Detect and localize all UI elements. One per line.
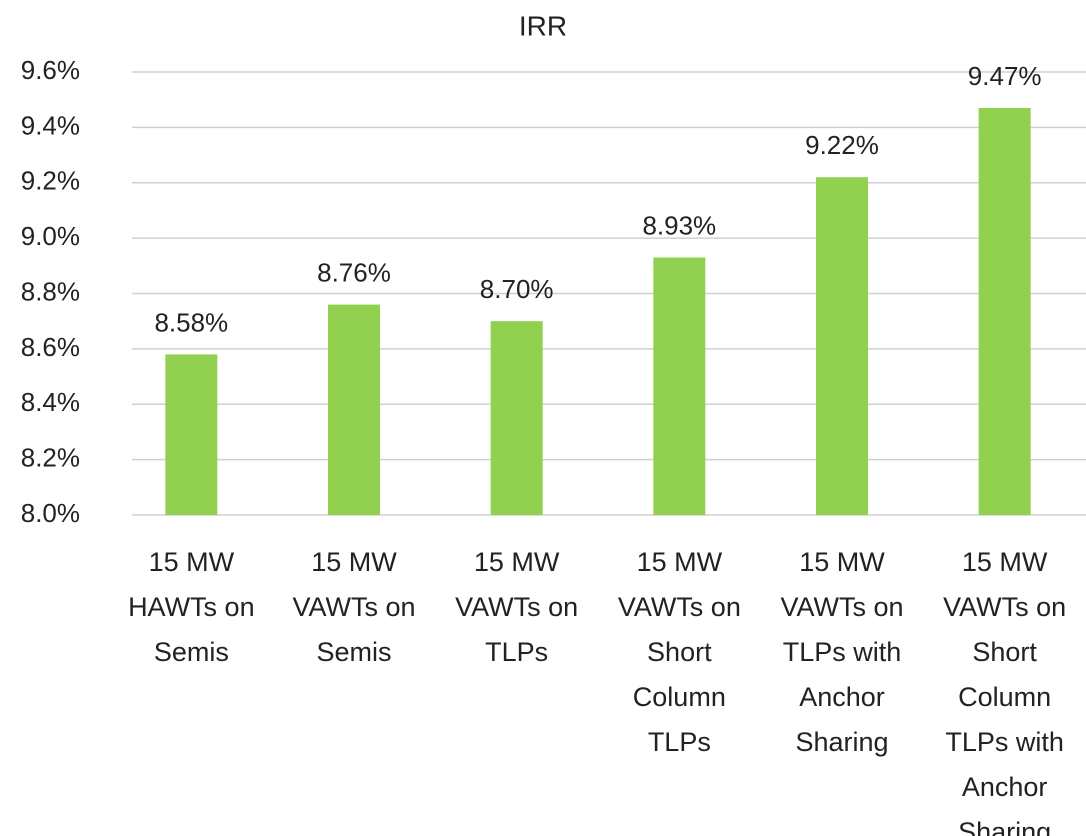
y-tick-label: 9.4%: [21, 110, 80, 140]
value-label: 8.93%: [642, 210, 716, 240]
value-label: 8.76%: [317, 257, 391, 287]
y-tick-label: 8.6%: [21, 332, 80, 362]
value-label: 8.58%: [154, 307, 228, 337]
x-tick-label: 15 MW VAWTs on Short Column TLPs with An…: [943, 547, 1067, 836]
chart-title: IRR: [519, 10, 567, 41]
value-label: 9.47%: [968, 61, 1042, 91]
bar: [816, 177, 868, 515]
y-tick-label: 9.0%: [21, 221, 80, 251]
x-tick-label: 15 MW VAWTs on Short Column TLPs: [617, 547, 741, 757]
x-tick-label: 15 MW VAWTs on TLPs: [455, 547, 579, 667]
y-tick-label: 9.2%: [21, 166, 80, 196]
value-label: 8.70%: [480, 274, 554, 304]
value-label: 9.22%: [805, 130, 879, 160]
y-tick-label: 8.8%: [21, 276, 80, 306]
y-tick-label: 8.4%: [21, 387, 80, 417]
y-tick-label: 9.6%: [21, 55, 80, 85]
x-tick-label: 15 MW VAWTs on Semis: [292, 547, 416, 667]
x-tick-label: 15 MW VAWTs on TLPs with Anchor Sharing: [780, 547, 904, 757]
bar: [328, 304, 380, 515]
y-tick-label: 8.0%: [21, 498, 80, 528]
bar: [490, 321, 543, 515]
bar: [653, 257, 706, 515]
y-tick-label: 8.2%: [21, 443, 80, 473]
x-tick-label: 15 MW HAWTs on Semis: [128, 547, 255, 667]
bar: [978, 107, 1031, 516]
bar: [165, 354, 218, 515]
